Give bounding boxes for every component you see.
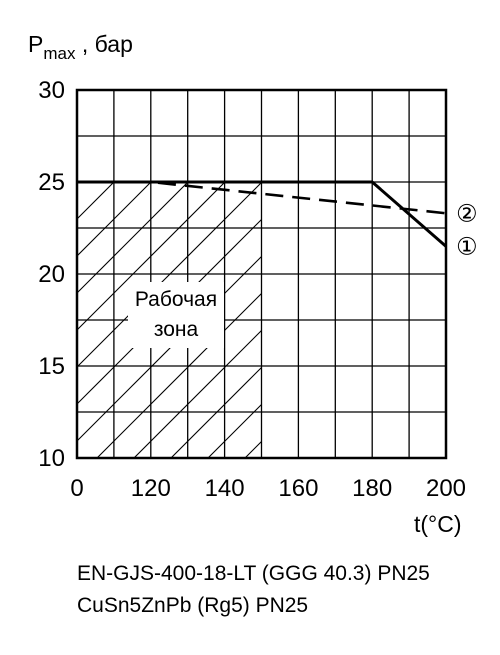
x-tick-label: 0 [70,475,83,502]
y-tick-label: 10 [38,445,65,472]
x-tick-label: 180 [352,475,392,502]
series-line-1 [77,180,447,248]
x-axis-label: t(°C) [414,511,462,537]
y-axis-label-main: P [28,31,43,57]
hatch-line [77,182,226,331]
working-zone-label-bg [128,282,224,348]
y-tick-label: 15 [38,353,65,380]
plot-frame [75,88,448,460]
tick-labels: 10 15 20 25 30 0 120 140 160 180 200 [38,77,466,502]
hatch-line [77,182,78,183]
series-marker-2: ② [456,199,478,227]
series: ①② [77,180,478,260]
x-tick-label: 200 [426,475,466,502]
series-marker-1: ① [456,232,478,260]
y-tick-label: 20 [38,261,65,288]
x-tick-label: 120 [131,475,171,502]
hatch-line [207,403,262,458]
series-line-2 [77,180,447,215]
hatch-line [170,366,262,458]
hatch-line [96,292,262,458]
hatch-line [77,182,152,257]
working-zone-label-line2: зона [154,318,199,341]
hatch-line [133,329,262,458]
y-tick-label: 25 [38,169,65,196]
y-tick-label: 30 [38,77,65,104]
y-axis-label-unit: , бар [75,31,132,57]
working-zone-label-line1: Рабочая [135,288,217,311]
legend-line-1: EN-GJS-400-18-LT (GGG 40.3) PN25 [77,562,430,585]
y-axis-label: Pmax , бар [28,31,133,63]
y-axis-label-sub: max [43,44,76,63]
hatch-line [77,182,262,368]
x-tick-label: 160 [278,475,318,502]
x-tick-label: 140 [205,475,245,502]
hatch-line [77,182,189,294]
legend-line-2: CuSn5ZnPb (Rg5) PN25 [77,594,309,617]
